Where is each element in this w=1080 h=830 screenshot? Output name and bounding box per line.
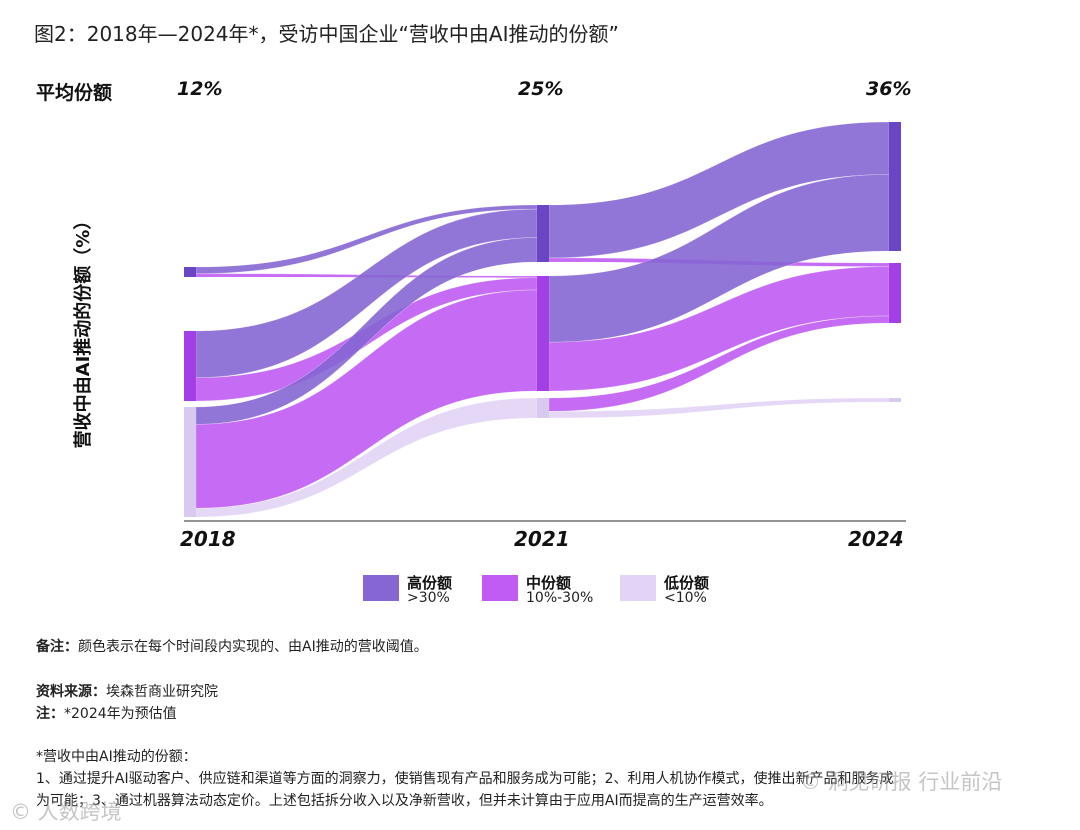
definition-title: *营收中由AI推动的份额： [36,749,197,765]
legend-swatch-low [620,575,656,601]
sankey-chart [184,121,906,522]
legend-name-mid: 中份额 [526,574,572,592]
node-low-2018 [184,407,196,517]
legend-name-high: 高份额 [407,574,453,592]
average-share-2018: 12% [177,78,223,100]
footnote-text: *2024年为预估值 [64,706,177,722]
legend-name-low: 低份额 [664,574,710,592]
node-low-2024 [889,398,901,402]
legend-range-low: <10% [664,590,707,606]
year-label-2021: 2021 [514,527,570,551]
node-layer [184,122,901,517]
node-high-2024 [889,122,901,251]
remark-note: 备注：颜色表示在每个时间段内实现的、由AI推动的营收阈值。 [36,636,428,656]
year-label-2018: 2018 [180,527,236,551]
year-label-2024: 2024 [848,527,904,551]
legend-range-mid: 10%-30% [526,590,594,606]
remark-text: 颜色表示在每个时间段内实现的、由AI推动的营收阈值。 [78,639,428,655]
remark-label: 备注： [36,639,78,655]
footnote-label: 注： [36,706,64,722]
average-share-2024: 36% [866,78,912,100]
flow-layer [195,121,890,518]
source-text: 埃森哲商业研究院 [106,684,218,700]
watermark-bottom-right: © 洞见研报 行业前沿 [800,770,1003,794]
average-share-label: 平均份额 [36,82,113,104]
source-note: 资料来源：埃森哲商业研究院 [36,681,218,701]
legend-swatch-high [363,575,399,601]
watermark-bottom-left: © 人数跨境 [10,800,122,824]
node-mid-2018 [184,331,196,401]
node-mid-2024 [889,263,901,323]
definition-line-1: 1、通过提升AI驱动客户、供应链和渠道等方面的洞察力，使销售现有产品和服务成为可… [36,771,894,787]
source-label: 资料来源： [36,684,106,700]
legend-swatch-mid [482,575,518,601]
average-share-2021: 25% [518,78,564,100]
node-high-2018 [184,267,196,277]
node-mid-2021 [537,276,549,391]
node-low-2021 [537,398,549,418]
figure-title: 图2：2018年—2024年*，受访中国企业“营收中由AI推动的份额” [34,22,619,46]
node-high-2021 [537,205,549,262]
definition-line-2: 为可能；3、通过机器算法动态定价。上述包括拆分收入以及净新营收，但并未计算由于应… [36,793,773,809]
footnote: 注：*2024年为预估值 [36,703,177,723]
legend-range-high: >30% [407,590,450,606]
